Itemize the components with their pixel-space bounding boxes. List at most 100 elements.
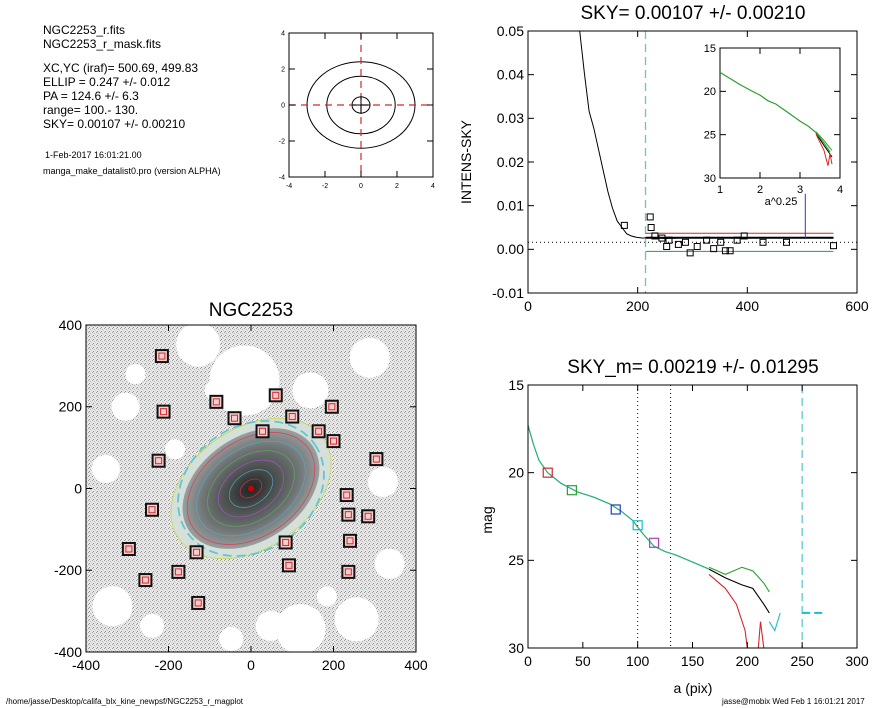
y-tick-label: 0.03 [497, 110, 524, 126]
sky-square [726, 247, 734, 255]
mag-xlabel: a (pix) [674, 680, 713, 696]
inset-profile [719, 71, 831, 153]
inset-tail-line [815, 133, 833, 158]
masked-star-inner [282, 538, 290, 546]
image-panel: NGC2253 -400 -200 0 200 400 400 200 0 -200 -400 [54, 300, 428, 673]
footer-user: jasse@mobix Wed Feb 1 16:01:21 2017 [722, 697, 865, 706]
y-tick-label: 25 [508, 552, 524, 568]
isophote [217, 459, 285, 518]
sky-square [733, 236, 741, 244]
mag-tail-line [757, 621, 765, 648]
y-tick-label: 20 [704, 86, 716, 98]
y-tick-label: 30 [704, 173, 716, 185]
image-title: NGC2253 [209, 300, 294, 321]
y-tick-label: 200 [59, 399, 83, 415]
x-tick-label: 200 [322, 657, 346, 673]
x-tick-label: 150 [681, 653, 705, 669]
x-tick-label: 400 [404, 657, 428, 673]
pa-label: PA = 124.6 +/- 6.3 [43, 89, 139, 103]
sky-square [658, 234, 666, 242]
masked-star-inner [194, 599, 202, 607]
x-tick-label: 4 [431, 183, 435, 190]
masked-region [368, 466, 398, 497]
sky-square [647, 224, 655, 231]
sky-ylabel: INTENS-SKY [458, 119, 474, 204]
footer-path: /home/jasse/Desktop/califa_blx_kine_newp… [6, 697, 244, 706]
masked-star-box [121, 541, 136, 556]
sky-square [620, 221, 628, 229]
masked-region [111, 392, 140, 421]
mag-square [610, 504, 621, 515]
sky-square [651, 232, 659, 240]
masked-star-inner [193, 548, 201, 556]
isophote [228, 469, 274, 508]
masked-star-box [361, 509, 376, 524]
mag-profile-cyan [528, 425, 710, 570]
sky-inset-frame [719, 47, 841, 179]
x-tick-label: 250 [790, 653, 814, 669]
masked-star-inner [346, 537, 354, 545]
sky-square [721, 247, 729, 255]
masked-star-inner [158, 352, 166, 360]
masked-star-inner [160, 408, 168, 416]
sky-square [663, 243, 671, 251]
x-tick-label: 2 [757, 184, 763, 196]
sky-square [830, 242, 837, 250]
x-tick-label: -4 [286, 183, 292, 190]
y-tick-label: -400 [54, 644, 82, 660]
masked-region [275, 604, 326, 652]
range-label: range= 100.- 130. [43, 103, 139, 117]
sky-square [710, 245, 718, 253]
mag-square [542, 467, 553, 478]
inset-tail-line [815, 133, 833, 166]
inset-xlabel: a^0.25 [765, 196, 798, 208]
masked-star-inner [174, 568, 182, 576]
x-tick-label: 3 [797, 184, 803, 196]
masked-star-inner [330, 437, 337, 445]
sky-title: SKY= 0.00107 +/- 0.00210 [580, 3, 805, 24]
x-tick-label: 200 [736, 653, 760, 669]
x-tick-label: 0 [359, 183, 363, 190]
sky-square [665, 236, 673, 244]
isophote [196, 440, 306, 537]
isophote [186, 432, 316, 545]
y-tick-label: 0.05 [497, 23, 524, 39]
masked-star-inner [141, 576, 149, 584]
y-tick-label: 0.00 [497, 241, 524, 257]
masked-star-box [324, 399, 339, 414]
sky-label: SKY= 0.00107 +/- 0.00210 [43, 117, 186, 131]
masked-star-box [154, 349, 169, 364]
x-tick-label: -200 [154, 657, 182, 673]
masked-star-box [369, 452, 384, 467]
x-tick-label: 400 [736, 298, 760, 314]
masked-star-box [189, 545, 204, 560]
sky-square [686, 249, 694, 257]
y-tick-label: 0.01 [497, 198, 524, 214]
galaxy-center [248, 485, 254, 492]
y-tick-label: 30 [508, 640, 524, 656]
masked-region [292, 372, 329, 409]
masked-star-box [278, 535, 293, 550]
masked-star-box [343, 533, 357, 548]
masked-star-inner [344, 568, 352, 576]
sky-square [646, 213, 654, 221]
y-tick-label: 400 [59, 317, 83, 333]
y-tick-label: 0.04 [497, 67, 524, 83]
x-tick-label: 100 [626, 653, 650, 669]
x-tick-label: 1 [717, 184, 723, 196]
y-tick-label: -0.01 [492, 285, 524, 301]
masked-region [125, 364, 146, 385]
masked-star-box [341, 507, 356, 522]
sky-square [783, 238, 790, 246]
y-tick-label: 0.02 [497, 154, 524, 170]
x-tick-label: 300 [845, 653, 869, 669]
fit-ellipse [177, 420, 325, 557]
masked-star-box [227, 411, 242, 426]
x-tick-label: 0 [524, 653, 532, 669]
center-label: XC,YC (iraf)= 500.69, 499.83 [43, 61, 199, 75]
masked-star-inner [259, 427, 267, 435]
x-tick-label: 0 [524, 298, 532, 314]
isophote [207, 450, 295, 527]
inset-tail-line [815, 131, 833, 151]
x-tick-label: 2 [395, 183, 399, 190]
